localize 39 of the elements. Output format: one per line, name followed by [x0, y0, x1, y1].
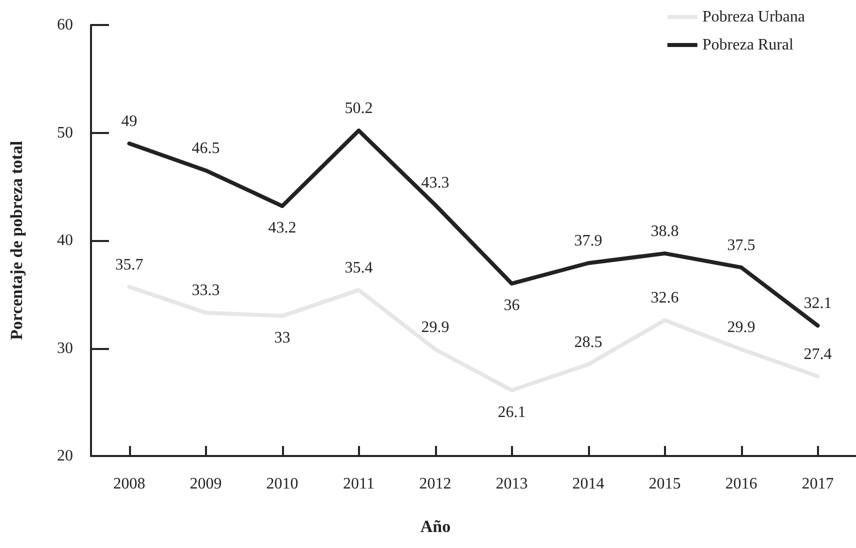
- data-label: 29.9: [421, 318, 450, 336]
- data-label: 35.7: [115, 256, 144, 274]
- x-tick-label: 2010: [266, 476, 298, 492]
- x-tick-label: 2013: [496, 476, 528, 492]
- data-label: 33.3: [192, 282, 220, 300]
- data-label: 32.1: [804, 295, 832, 312]
- x-axis-title: Año: [420, 517, 451, 536]
- data-label: 27.4: [804, 346, 832, 363]
- y-tick-label: 50: [57, 124, 73, 142]
- y-axis-title: Porcentaje de pobreza total: [7, 140, 26, 340]
- data-label: 33: [274, 329, 290, 346]
- data-label: 49: [121, 113, 138, 130]
- legend-label: Pobreza Urbana: [702, 8, 806, 26]
- data-label: 37.9: [574, 232, 602, 250]
- x-tick-label: 2009: [190, 476, 222, 492]
- data-label: 50.2: [344, 100, 373, 118]
- x-tick-label: 2017: [802, 476, 834, 492]
- data-label: 28.5: [574, 334, 602, 351]
- x-tick-label: 2011: [343, 476, 374, 492]
- y-tick-label: 40: [57, 232, 73, 249]
- x-tick-label: 2012: [419, 476, 452, 492]
- x-tick-label: 2016: [725, 476, 758, 492]
- legend-label: Pobreza Rural: [702, 36, 794, 54]
- y-tick-label: 30: [57, 340, 73, 357]
- data-label: 26.1: [498, 404, 526, 421]
- data-label: 43.3: [421, 174, 450, 192]
- y-tick-label: 20: [57, 448, 73, 464]
- data-label: 35.4: [344, 260, 373, 277]
- y-tick-label: 60: [57, 16, 73, 34]
- data-label: 46.5: [192, 140, 220, 157]
- data-label: 38.8: [650, 222, 679, 240]
- data-label: 29.9: [727, 318, 756, 336]
- x-tick-label: 2015: [648, 476, 681, 492]
- x-tick-label: 2008: [113, 476, 146, 492]
- x-tick-label: 2014: [572, 476, 604, 492]
- data-label: 37.5: [727, 236, 756, 254]
- data-label: 43.2: [268, 220, 296, 237]
- data-label: 36: [504, 297, 520, 314]
- data-label: 32.6: [650, 290, 679, 307]
